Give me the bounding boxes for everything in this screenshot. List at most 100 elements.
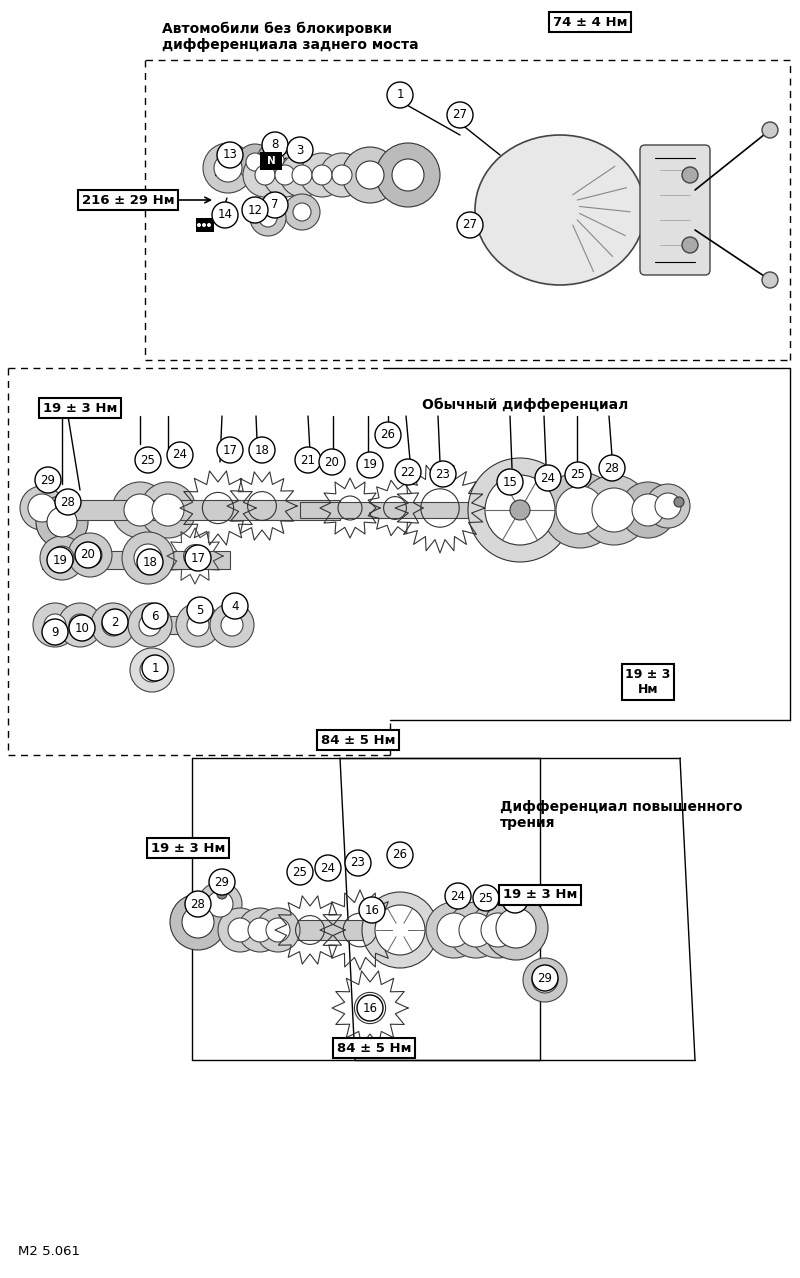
- Circle shape: [674, 497, 684, 507]
- Text: 14: 14: [218, 208, 233, 221]
- Circle shape: [78, 543, 102, 567]
- Circle shape: [170, 895, 226, 950]
- Text: дифференциала заднего моста: дифференциала заднего моста: [162, 38, 418, 52]
- Text: Автомобили без блокировки: Автомобили без блокировки: [162, 22, 392, 36]
- Circle shape: [209, 869, 235, 895]
- Circle shape: [473, 884, 499, 911]
- Circle shape: [579, 475, 649, 544]
- Circle shape: [242, 197, 268, 222]
- Circle shape: [185, 544, 211, 571]
- Circle shape: [47, 547, 73, 573]
- Circle shape: [217, 437, 243, 463]
- Text: 19 ± 3 Нм: 19 ± 3 Нм: [151, 841, 225, 855]
- Circle shape: [497, 469, 523, 495]
- Circle shape: [137, 550, 163, 575]
- Circle shape: [263, 153, 307, 197]
- Circle shape: [445, 883, 471, 909]
- Text: 1: 1: [151, 662, 158, 675]
- Circle shape: [135, 447, 161, 473]
- Circle shape: [210, 603, 254, 647]
- Circle shape: [543, 967, 553, 976]
- Circle shape: [35, 466, 61, 493]
- Circle shape: [459, 912, 493, 947]
- Text: 21: 21: [301, 454, 315, 466]
- Circle shape: [221, 613, 243, 636]
- Text: 216 ± 29 Нм: 216 ± 29 Нм: [82, 193, 174, 207]
- Circle shape: [217, 889, 227, 898]
- Circle shape: [284, 194, 320, 230]
- Text: 13: 13: [222, 148, 238, 161]
- Text: 27: 27: [462, 219, 478, 231]
- Text: 4: 4: [231, 599, 238, 612]
- Text: 23: 23: [350, 856, 366, 869]
- Circle shape: [128, 603, 172, 647]
- Text: 2: 2: [111, 616, 118, 629]
- Circle shape: [237, 144, 273, 180]
- Circle shape: [523, 958, 567, 1002]
- Circle shape: [646, 484, 690, 528]
- Circle shape: [426, 902, 482, 958]
- Circle shape: [542, 472, 618, 548]
- Text: N: N: [266, 156, 275, 166]
- Circle shape: [620, 482, 676, 538]
- Text: Дифференциал повышенного: Дифференциал повышенного: [500, 800, 742, 814]
- Text: трения: трения: [500, 815, 555, 829]
- Circle shape: [207, 222, 211, 227]
- Circle shape: [142, 603, 168, 629]
- Circle shape: [187, 597, 213, 622]
- Text: 24: 24: [450, 889, 466, 902]
- Text: 25: 25: [478, 892, 494, 905]
- Text: 84 ± 5 Нм: 84 ± 5 Нм: [337, 1042, 411, 1054]
- Circle shape: [91, 603, 135, 647]
- Circle shape: [556, 486, 604, 534]
- Circle shape: [532, 965, 558, 990]
- Circle shape: [69, 613, 91, 636]
- Circle shape: [246, 153, 264, 171]
- Circle shape: [375, 422, 401, 449]
- Circle shape: [502, 887, 528, 912]
- Circle shape: [565, 463, 591, 488]
- Circle shape: [312, 165, 332, 185]
- FancyBboxPatch shape: [35, 616, 250, 634]
- Circle shape: [387, 82, 413, 109]
- Circle shape: [20, 486, 64, 530]
- Circle shape: [496, 907, 536, 948]
- Text: 25: 25: [141, 454, 155, 466]
- Circle shape: [468, 458, 572, 562]
- Bar: [260, 152, 282, 170]
- Circle shape: [203, 143, 253, 193]
- Text: 29: 29: [214, 875, 230, 888]
- Circle shape: [202, 222, 206, 227]
- Text: 29: 29: [41, 474, 55, 487]
- Circle shape: [187, 613, 209, 636]
- Circle shape: [484, 896, 548, 960]
- Circle shape: [68, 533, 112, 576]
- Circle shape: [266, 151, 284, 169]
- Circle shape: [447, 102, 473, 128]
- FancyBboxPatch shape: [42, 551, 230, 569]
- Circle shape: [167, 442, 193, 468]
- Ellipse shape: [475, 135, 645, 285]
- Circle shape: [292, 165, 312, 185]
- Text: 19 ± 3
Нм: 19 ± 3 Нм: [626, 668, 670, 697]
- Circle shape: [262, 192, 288, 219]
- Text: 17: 17: [222, 443, 238, 456]
- Text: 20: 20: [81, 548, 95, 561]
- Circle shape: [249, 437, 275, 463]
- Circle shape: [280, 153, 324, 197]
- Circle shape: [185, 891, 211, 918]
- Circle shape: [243, 153, 287, 197]
- Circle shape: [75, 542, 101, 567]
- Circle shape: [535, 465, 561, 491]
- Text: 17: 17: [190, 552, 206, 565]
- Circle shape: [762, 272, 778, 288]
- Text: 23: 23: [435, 468, 450, 481]
- Circle shape: [69, 615, 95, 642]
- Circle shape: [470, 902, 526, 958]
- Circle shape: [217, 142, 243, 167]
- Circle shape: [320, 153, 364, 197]
- Text: 25: 25: [293, 865, 307, 878]
- Text: 28: 28: [507, 893, 522, 906]
- Text: 1: 1: [396, 88, 404, 101]
- Text: 16: 16: [362, 1002, 378, 1015]
